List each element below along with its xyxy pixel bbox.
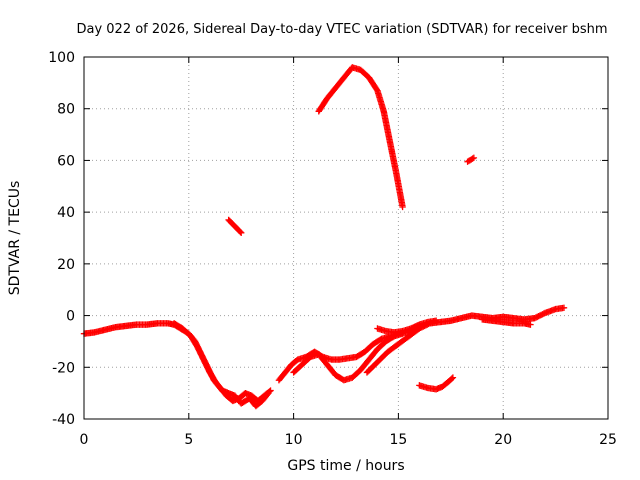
chart-title: Day 022 of 2026, Sidereal Day-to-day VTE… bbox=[76, 22, 607, 37]
data-point bbox=[237, 228, 244, 236]
data-point bbox=[449, 374, 457, 381]
series-s1 bbox=[80, 320, 274, 405]
series-s10 bbox=[464, 154, 478, 165]
x-tick-label: 25 bbox=[599, 432, 617, 448]
data-point bbox=[265, 389, 272, 397]
y-tick-labels: -40 -20 0 20 40 60 80 100 bbox=[48, 50, 75, 428]
y-tick-label: 100 bbox=[48, 50, 75, 66]
y-tick-label: 80 bbox=[57, 102, 75, 118]
y-tick-label: 60 bbox=[57, 153, 75, 169]
y-tick-label: -40 bbox=[52, 412, 75, 428]
x-tick-label: 20 bbox=[494, 432, 512, 448]
series-s4 bbox=[290, 330, 406, 384]
x-axis-label: GPS time / hours bbox=[287, 458, 404, 474]
series-s7 bbox=[479, 316, 534, 328]
data-point bbox=[238, 229, 245, 237]
series-s5 bbox=[363, 304, 568, 376]
data-point bbox=[432, 317, 440, 324]
series-s2 bbox=[170, 320, 272, 410]
x-tick-label: 5 bbox=[184, 432, 193, 448]
data-point bbox=[264, 391, 271, 398]
data-point bbox=[527, 321, 534, 328]
data-point bbox=[448, 375, 456, 382]
x-tick-label: 0 bbox=[80, 432, 89, 448]
x-tick-label: 15 bbox=[389, 432, 407, 448]
y-tick-label: 40 bbox=[57, 205, 75, 221]
x-tick-label: 10 bbox=[285, 432, 303, 448]
series-s6 bbox=[374, 317, 440, 336]
series-s8 bbox=[315, 64, 406, 211]
axis-ticks bbox=[83, 56, 609, 420]
data-points bbox=[80, 64, 568, 410]
x-tick-labels: 0 5 10 15 20 25 bbox=[80, 432, 617, 448]
y-tick-label: -20 bbox=[52, 360, 75, 376]
grid-lines bbox=[84, 57, 608, 419]
data-point bbox=[470, 154, 478, 162]
data-point bbox=[560, 304, 568, 312]
y-axis-label: SDTVAR / TECUs bbox=[7, 181, 23, 296]
y-tick-label: 0 bbox=[66, 309, 75, 325]
data-point bbox=[399, 203, 406, 211]
plot-frame bbox=[83, 56, 609, 420]
series-s9 bbox=[225, 216, 245, 237]
y-tick-label: 20 bbox=[57, 257, 75, 273]
data-point bbox=[469, 155, 476, 162]
series-s11 bbox=[416, 374, 457, 393]
